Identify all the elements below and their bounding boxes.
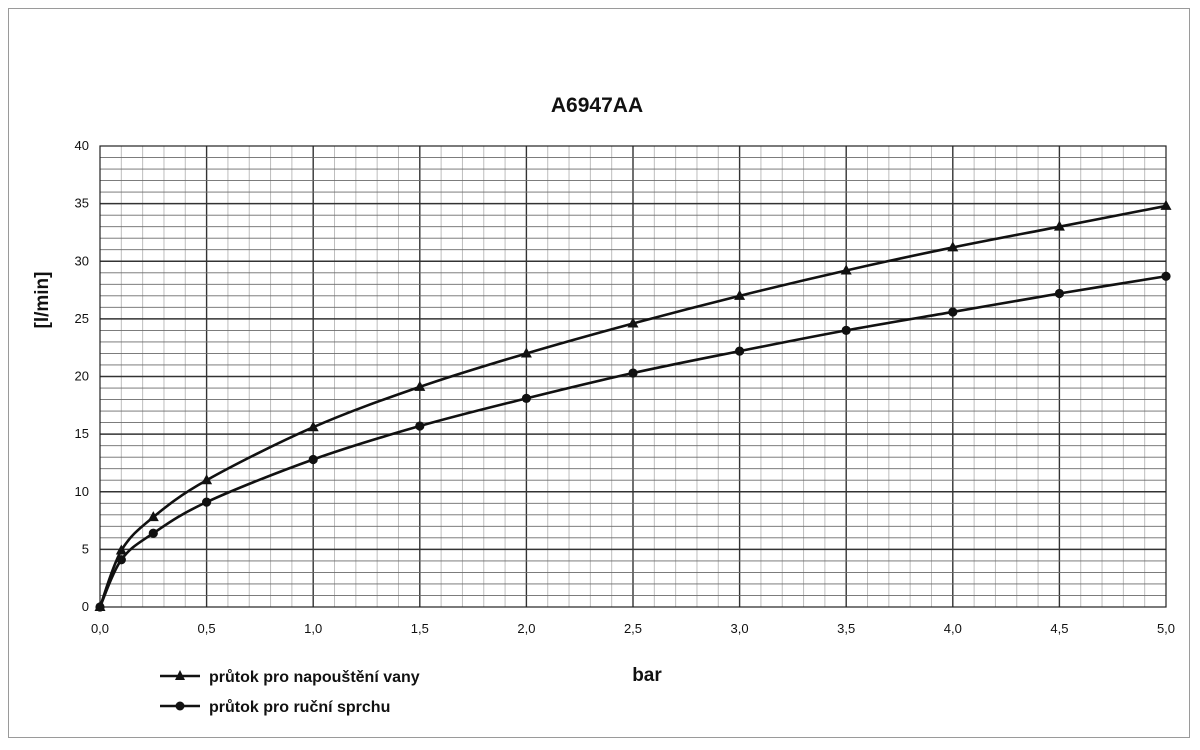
- data-point-circle: [948, 307, 958, 317]
- data-point-circle: [308, 454, 318, 465]
- y-tick-label: 20: [75, 369, 89, 384]
- x-tick-label: 1,0: [304, 621, 322, 636]
- y-axis-ticks: 0 5 10 15 20 25 30 35 40: [75, 138, 89, 614]
- series-line: [98, 204, 1167, 608]
- legend-circle-icon: [175, 701, 185, 711]
- x-tick-label: 4,0: [944, 621, 962, 636]
- data-point-circle: [1054, 288, 1064, 299]
- legend: průtok pro napouštění vany průtok pro ru…: [160, 669, 420, 716]
- data-point-triangle: [201, 474, 213, 485]
- y-tick-label: 40: [75, 138, 89, 153]
- legend-item-shower: průtok pro ruční sprchu: [160, 699, 390, 716]
- data-point-circle: [148, 528, 158, 538]
- data-point-triangle: [147, 511, 159, 522]
- legend-item-bath: průtok pro napouštění vany: [160, 669, 420, 686]
- data-point-triangle: [307, 421, 319, 432]
- y-tick-label: 30: [75, 253, 89, 268]
- x-tick-label: 3,5: [837, 621, 855, 636]
- x-tick-label: 2,5: [624, 621, 642, 636]
- y-axis-label: [l/min]: [32, 272, 53, 329]
- data-point-circle: [735, 346, 745, 356]
- grid: [100, 146, 1166, 607]
- x-axis-ticks: 0,0 0,5 1,0 1,5 2,0 2,5 3,0 3,5 4,0 4,5 5,0: [91, 621, 1175, 636]
- y-tick-label: 0: [82, 599, 89, 614]
- data-point-triangle: [1160, 199, 1172, 210]
- data-point-circle: [202, 497, 212, 507]
- x-tick-label: 0,5: [198, 621, 216, 636]
- data-point-circle: [1161, 271, 1171, 281]
- legend-label-shower: průtok pro ruční sprchu: [209, 699, 390, 716]
- x-tick-label: 2,0: [517, 621, 535, 636]
- chart-title: A6947AA: [551, 94, 643, 117]
- data-point-triangle: [414, 380, 426, 391]
- legend-label-bath: průtok pro napouštění vany: [209, 669, 420, 686]
- data-point-circle: [116, 555, 126, 565]
- data-point-triangle: [520, 347, 532, 358]
- data-point-circle: [521, 393, 532, 403]
- chart-frame: [8, 8, 1190, 738]
- data-point-triangle: [627, 317, 639, 328]
- data-point-triangle: [840, 264, 852, 275]
- data-point-triangle: [115, 544, 127, 555]
- series-line: [98, 274, 1167, 608]
- y-tick-label: 10: [75, 484, 89, 499]
- series-layer: [94, 199, 1172, 612]
- y-tick-label: 35: [75, 196, 89, 211]
- series-hand-shower: [95, 271, 1171, 612]
- x-tick-label: 0,0: [91, 621, 109, 636]
- x-axis-label: bar: [632, 665, 662, 686]
- data-point-circle: [95, 602, 105, 612]
- legend-triangle-icon: [175, 670, 185, 680]
- x-tick-label: 4,5: [1050, 621, 1068, 636]
- x-tick-label: 1,5: [411, 621, 429, 636]
- y-tick-label: 5: [82, 541, 89, 556]
- y-tick-label: 15: [75, 426, 89, 441]
- data-point-triangle: [947, 241, 959, 252]
- data-point-circle: [841, 325, 851, 335]
- data-point-triangle: [1053, 220, 1065, 231]
- data-point-circle: [415, 421, 425, 431]
- data-point-triangle: [734, 289, 746, 300]
- y-tick-label: 25: [75, 311, 89, 326]
- plot-area: [99, 145, 1167, 608]
- x-tick-label: 5,0: [1157, 621, 1175, 636]
- data-point-circle: [628, 368, 638, 378]
- x-tick-label: 3,0: [731, 621, 749, 636]
